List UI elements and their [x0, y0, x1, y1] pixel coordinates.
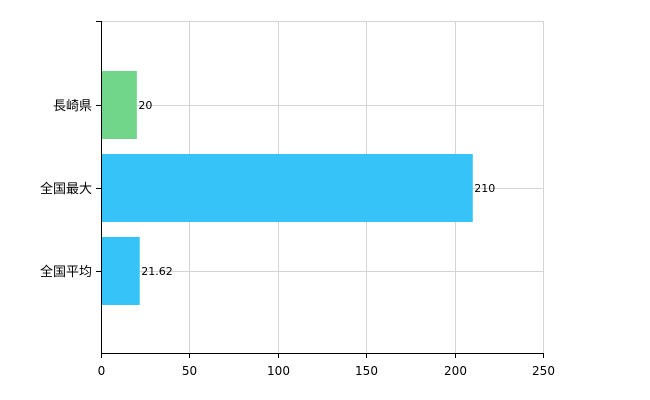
x-tick-label: 150 — [355, 364, 378, 378]
bars — [101, 71, 473, 305]
data-label: 21.62 — [141, 265, 173, 278]
x-tick-label: 0 — [98, 364, 106, 378]
data-label: 210 — [474, 182, 495, 195]
category-label: 全国最大 — [40, 181, 92, 197]
category-label: 長崎県 — [53, 99, 92, 114]
x-tick-label: 100 — [267, 364, 290, 378]
x-tick-label: 200 — [444, 364, 467, 378]
bar — [101, 237, 140, 305]
data-label: 20 — [138, 99, 152, 112]
bar — [101, 71, 137, 139]
axes — [96, 21, 544, 358]
x-tick-label: 50 — [182, 364, 197, 378]
category-label: 全国平均 — [40, 264, 92, 280]
labels: 0 50 100 150 200 250 20 長崎県 210 全国最大 21.62 全国平均 — [40, 99, 555, 378]
bar — [101, 154, 473, 222]
x-tick-label: 250 — [532, 364, 555, 378]
